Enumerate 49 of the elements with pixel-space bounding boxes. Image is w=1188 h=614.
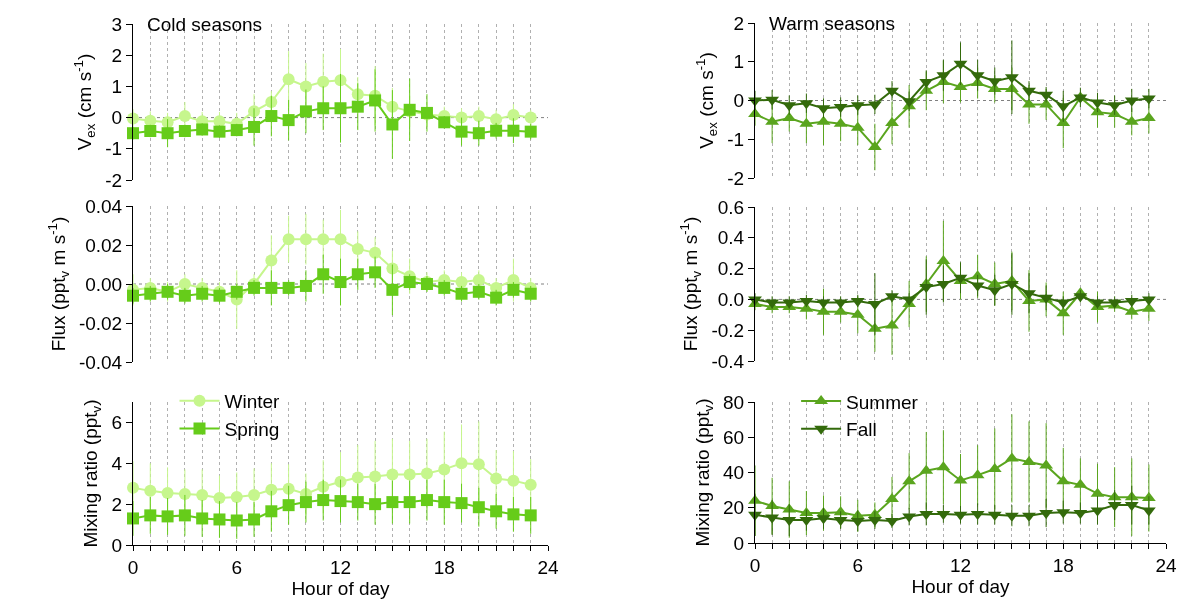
y-tick-label: 0: [111, 534, 123, 556]
chart-title: Warm seasons: [769, 13, 895, 34]
y-tick-label: 0: [733, 90, 745, 112]
y-tick-label: 0: [733, 532, 745, 554]
y-tick-label: 0.00: [85, 273, 123, 295]
x-tick-label: 0: [127, 556, 139, 578]
y-tick-label: 0.0: [717, 289, 745, 311]
x-axis-title: Hour of day: [911, 575, 1011, 597]
legend-label: Winter: [224, 391, 281, 413]
y-tick-label: 0.04: [85, 195, 123, 217]
y-tick-label: -0.2: [711, 319, 745, 341]
y-tick-label: -0.04: [78, 351, 123, 373]
legend-label: Fall: [846, 419, 877, 441]
x-tick-label: 6: [852, 554, 864, 576]
y-tick-label: 0.4: [717, 227, 745, 249]
y-tick-label: 2: [733, 12, 745, 34]
y-tick-label: 3: [111, 13, 123, 35]
y-tick-label: -0.4: [711, 350, 745, 372]
y-tick-label: 1: [733, 51, 745, 73]
x-tick-label: 12: [329, 556, 352, 578]
y-tick-label: 20: [723, 497, 745, 519]
y-tick-label: 60: [723, 426, 745, 448]
legend-label: Summer: [846, 391, 919, 413]
y-tick-label: 0.2: [717, 258, 745, 280]
y-tick-label: -1: [105, 138, 123, 160]
y-tick-label: 0.6: [717, 196, 745, 218]
y-tick-label: 2: [111, 493, 123, 515]
chart-title: Cold seasons: [147, 14, 263, 35]
y-tick-label: 4: [111, 452, 123, 474]
x-axis-title: Hour of day: [291, 577, 391, 599]
x-tick-label: 12: [949, 554, 972, 576]
y-tick-label: -2: [105, 169, 123, 191]
y-tick-label: 2: [111, 44, 123, 66]
x-tick-label: 6: [231, 556, 243, 578]
x-tick-label: 18: [433, 556, 455, 578]
x-tick-label: 0: [749, 554, 761, 576]
y-tick-label: 80: [723, 391, 745, 413]
y-tick-label: 40: [723, 462, 745, 484]
x-tick-label: 24: [537, 556, 559, 578]
x-tick-label: 18: [1052, 554, 1074, 576]
y-tick-label: 0.02: [85, 234, 123, 256]
y-tick-label: -2: [727, 167, 745, 189]
y-tick-label: 0: [111, 107, 123, 129]
y-tick-label: 6: [111, 412, 123, 434]
x-tick-label: 24: [1155, 554, 1177, 576]
legend-label: Spring: [224, 418, 280, 440]
y-tick-label: -1: [727, 128, 745, 150]
y-tick-label: -0.02: [78, 312, 123, 334]
y-tick-label: 1: [111, 76, 123, 98]
